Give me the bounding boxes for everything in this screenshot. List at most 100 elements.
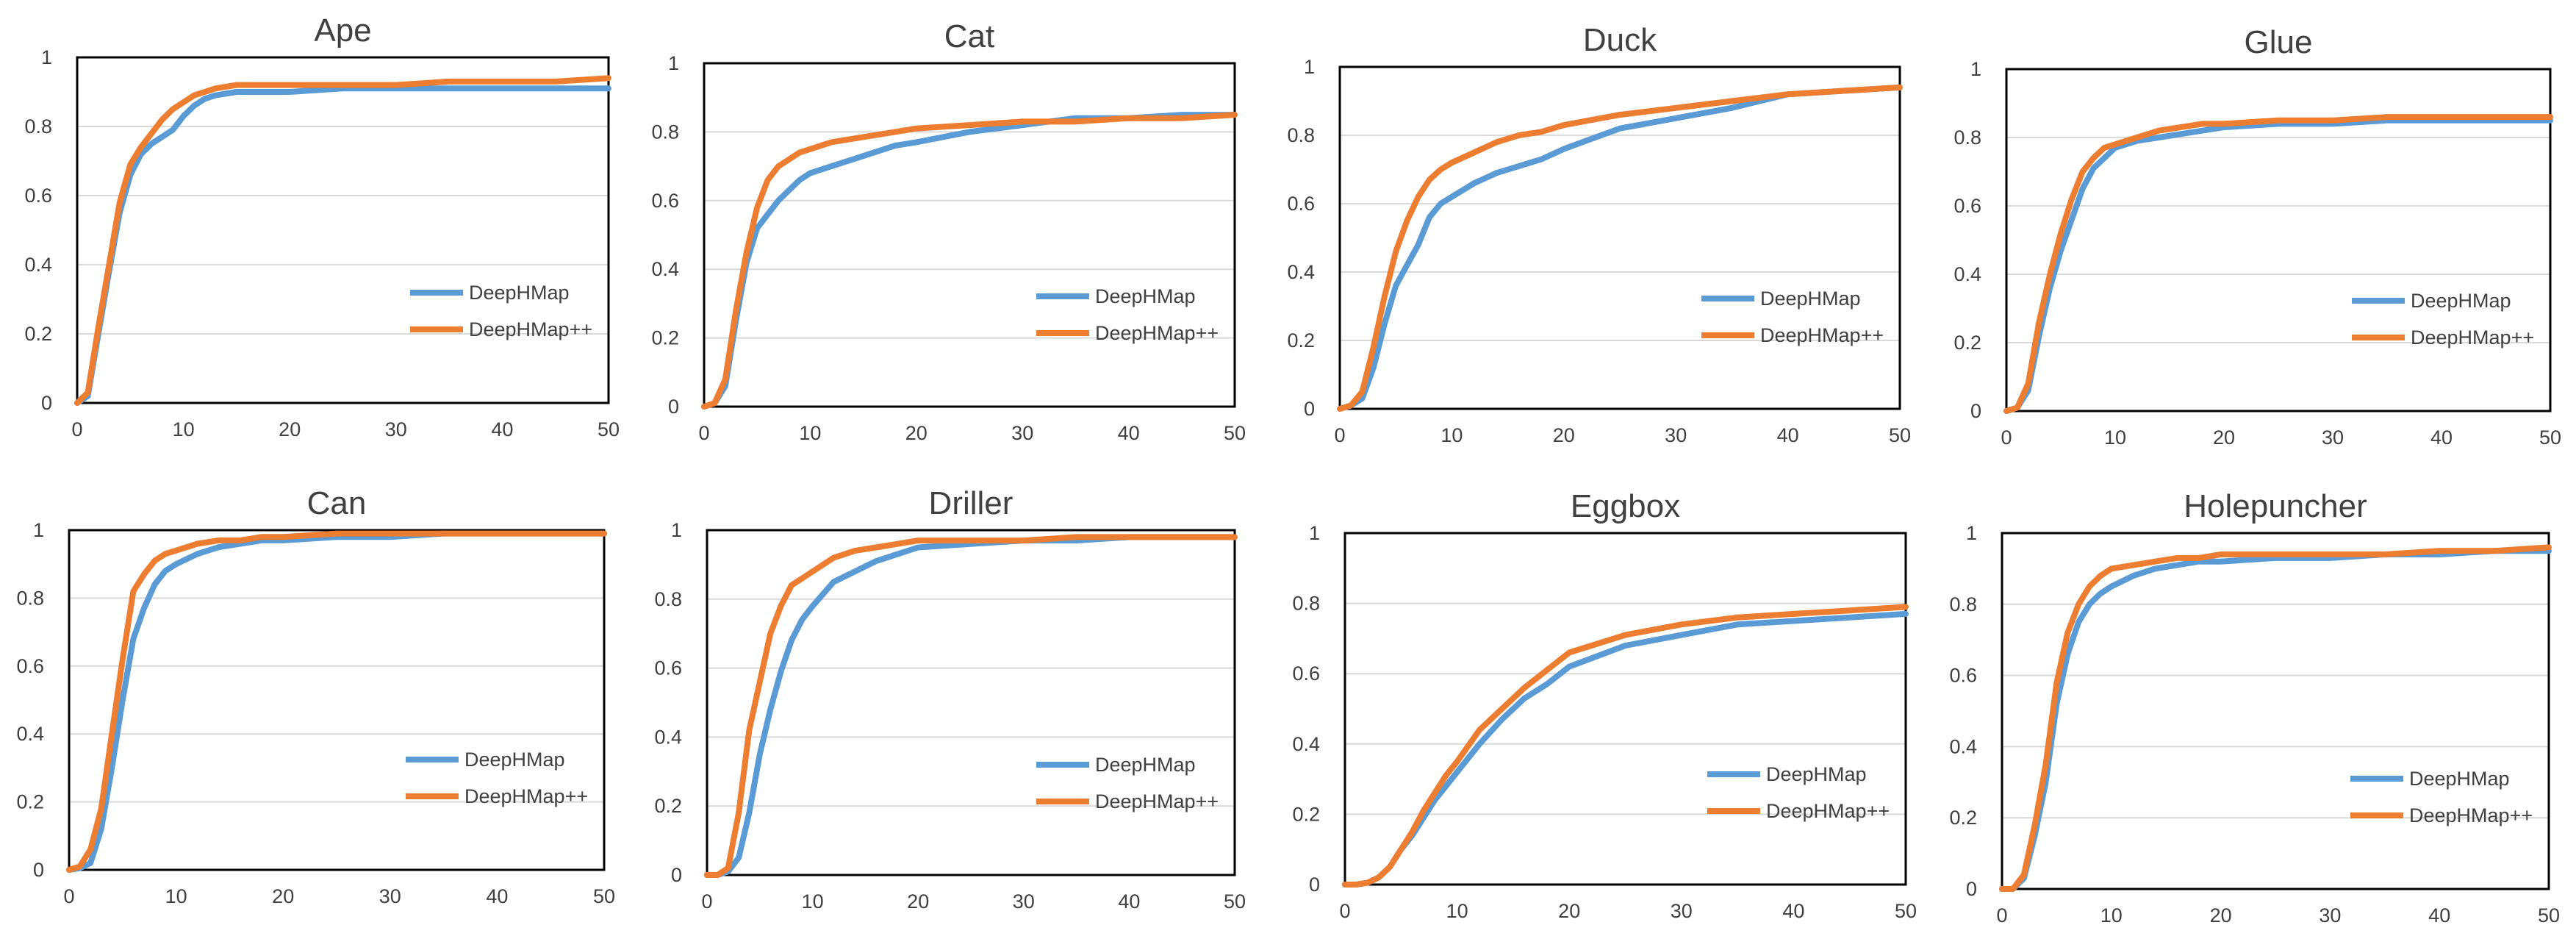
x-tick-label: 20 — [272, 885, 294, 907]
y-tick-label: 0.8 — [651, 121, 679, 143]
x-tick-label: 10 — [799, 422, 821, 444]
y-tick-label: 1 — [1304, 56, 1315, 78]
chart-title: Cat — [944, 18, 994, 54]
series-line-deephmap — [1337, 84, 1903, 412]
x-tick-label: 50 — [2538, 904, 2560, 926]
y-tick-label: 0.6 — [1292, 662, 1320, 685]
x-tick-label: 0 — [1996, 904, 2007, 926]
x-tick-label: 20 — [2210, 904, 2232, 926]
legend-label-deephmap: DeepHMap — [2409, 768, 2510, 790]
x-tick-label: 40 — [2428, 904, 2450, 926]
y-tick-label: 1 — [33, 519, 44, 541]
x-tick-label: 50 — [593, 885, 615, 907]
y-tick-label: 0.8 — [24, 115, 52, 138]
chart-title: Can — [307, 485, 367, 521]
y-tick-label: 0.2 — [1292, 803, 1320, 825]
series-line-deephmap-plus-plus — [66, 530, 607, 873]
x-tick-label: 30 — [1013, 890, 1035, 913]
y-tick-label: 1 — [671, 519, 682, 541]
plot-border — [76, 56, 610, 404]
y-tick-label: 0 — [41, 392, 52, 414]
x-tick-label: 50 — [1889, 424, 1911, 446]
x-tick-label: 10 — [1446, 900, 1468, 922]
legend-label-deephmap: DeepHMap — [1760, 288, 1861, 310]
x-tick-label: 50 — [2539, 426, 2561, 449]
x-tick-label: 40 — [1782, 900, 1804, 922]
x-tick-label: 40 — [491, 418, 513, 440]
plot-border — [703, 62, 1236, 408]
y-tick-label: 0.6 — [24, 185, 52, 207]
x-tick-label: 30 — [1011, 422, 1033, 444]
y-tick-label: 0.8 — [654, 588, 682, 610]
series-line-deephmap — [1342, 610, 1909, 888]
series-line-deephmap-plus-plus — [2003, 114, 2553, 414]
plot-border — [2001, 532, 2550, 890]
chart-title: Holepuncher — [2184, 488, 2367, 524]
legend-label-deephmap: DeepHMap — [1095, 285, 1196, 307]
y-tick-label: 0 — [1970, 400, 1981, 422]
y-tick-label: 0.4 — [24, 254, 52, 276]
series-line-deephmap-plus-plus — [1342, 604, 1909, 888]
x-tick-label: 20 — [1558, 900, 1580, 922]
legend-label-deephmap-plus-plus: DeepHMap++ — [464, 785, 588, 807]
y-tick-label: 0.4 — [654, 726, 682, 748]
y-tick-label: 1 — [668, 52, 679, 74]
series-line-deephmap — [66, 530, 607, 873]
y-tick-label: 1 — [1970, 58, 1981, 80]
x-tick-label: 10 — [1441, 424, 1463, 446]
x-tick-label: 20 — [279, 418, 301, 440]
x-tick-label: 30 — [1671, 900, 1693, 922]
y-tick-label: 0 — [1304, 398, 1315, 420]
series-line-deephmap — [704, 534, 1238, 878]
x-tick-label: 30 — [1665, 424, 1687, 446]
chart-title: Duck — [1583, 22, 1657, 58]
series-line-deephmap — [2003, 117, 2553, 414]
plot-border — [68, 529, 606, 871]
legend-label-deephmap-plus-plus: DeepHMap++ — [469, 318, 592, 340]
legend-label-deephmap: DeepHMap — [464, 749, 565, 771]
x-tick-label: 40 — [1118, 422, 1140, 444]
y-tick-label: 0 — [1309, 874, 1320, 896]
y-tick-label: 0.2 — [651, 327, 679, 349]
x-tick-label: 40 — [1777, 424, 1799, 446]
x-tick-label: 0 — [2001, 426, 2012, 449]
y-tick-label: 0 — [33, 859, 44, 881]
y-tick-label: 0.4 — [1287, 261, 1315, 283]
y-tick-label: 0.2 — [24, 323, 52, 345]
legend-label-deephmap-plus-plus: DeepHMap++ — [1095, 790, 1219, 813]
y-tick-label: 0.4 — [1292, 733, 1320, 755]
x-tick-label: 40 — [1118, 890, 1140, 913]
y-tick-label: 0.8 — [1287, 124, 1315, 146]
x-tick-label: 10 — [2100, 904, 2123, 926]
y-tick-label: 0.6 — [1949, 665, 1977, 687]
y-tick-label: 0.2 — [16, 791, 44, 813]
legend-label-deephmap-plus-plus: DeepHMap++ — [1760, 324, 1884, 346]
x-tick-label: 10 — [2104, 426, 2126, 449]
legend-label-deephmap-plus-plus: DeepHMap++ — [1766, 800, 1890, 822]
series-line-deephmap-plus-plus — [704, 534, 1238, 878]
y-tick-label: 0.4 — [1949, 735, 1977, 757]
y-tick-label: 0.2 — [654, 795, 682, 817]
x-tick-label: 30 — [379, 885, 401, 907]
x-tick-label: 30 — [2319, 904, 2341, 926]
legend-label-deephmap: DeepHMap — [2411, 290, 2511, 312]
y-tick-label: 0.4 — [16, 723, 44, 745]
series-line-deephmap — [701, 112, 1238, 410]
y-tick-label: 0.8 — [16, 587, 44, 609]
x-tick-label: 10 — [802, 890, 824, 913]
plot-border — [706, 529, 1236, 876]
y-tick-label: 0.2 — [1953, 332, 1981, 354]
series-line-deephmap — [74, 85, 611, 406]
x-tick-label: 20 — [2213, 426, 2235, 449]
y-tick-label: 0.8 — [1949, 593, 1977, 615]
y-tick-label: 0.6 — [651, 190, 679, 212]
y-tick-label: 1 — [1966, 522, 1977, 544]
series-line-deephmap-plus-plus — [701, 112, 1238, 410]
